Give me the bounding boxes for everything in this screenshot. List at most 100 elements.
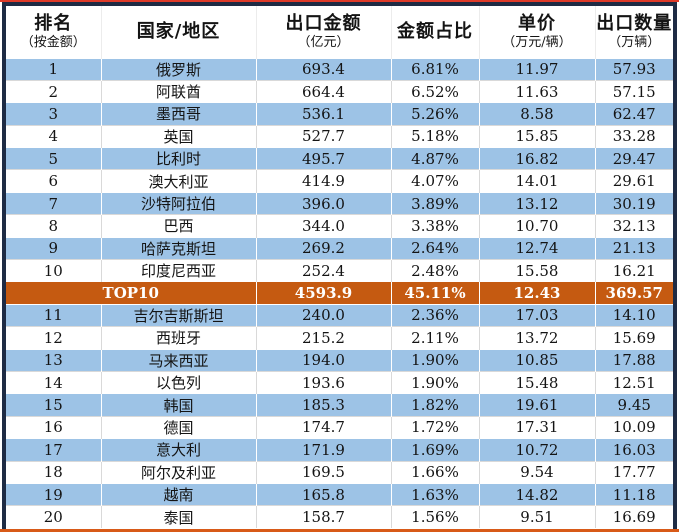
cell-country: 阿联酋	[101, 79, 257, 103]
cell-price: 10.70	[479, 214, 596, 238]
cell-price: 17.31	[479, 415, 596, 439]
column-header-amount: 出口金额 （亿元）	[256, 6, 392, 58]
cell-rank: 9	[6, 236, 102, 260]
cell-country: 西班牙	[101, 326, 257, 350]
cell-rank: TOP10	[6, 281, 257, 305]
cell-price: 11.63	[479, 79, 596, 103]
cell-amount: 527.7	[256, 124, 392, 148]
cell-share: 1.56%	[391, 505, 480, 529]
cell-qty: 29.61	[595, 169, 673, 193]
cell-price: 13.72	[479, 326, 596, 350]
cell-amount: 344.0	[256, 214, 392, 238]
column-header-share-label: 金额占比	[397, 20, 473, 42]
top-accent-line	[0, 0, 679, 2]
cell-qty: 62.47	[595, 102, 673, 126]
cell-share: 2.11%	[391, 326, 480, 350]
cell-price: 15.48	[479, 370, 596, 394]
cell-amount: 158.7	[256, 505, 392, 529]
cell-rank: 15	[6, 393, 102, 417]
cell-price: 17.03	[479, 303, 596, 327]
cell-price: 15.85	[479, 124, 596, 148]
table-row: 18 阿尔及利亚 169.5 1.66% 9.54 17.77	[6, 460, 673, 484]
cell-price: 11.97	[479, 57, 596, 81]
cell-share: 1.69%	[391, 438, 480, 462]
cell-qty: 21.13	[595, 236, 673, 260]
table-row: 6 澳大利亚 414.9 4.07% 14.01 29.61	[6, 169, 673, 193]
column-header-amount-label: 出口金额	[285, 12, 362, 34]
cell-share: 4.87%	[391, 147, 480, 170]
table-row: 11 吉尔吉斯斯坦 240.0 2.36% 17.03 14.10	[6, 303, 673, 327]
cell-country: 墨西哥	[101, 102, 257, 126]
table-row: 19 越南 165.8 1.63% 14.82 11.18	[6, 482, 673, 506]
cell-price: 13.12	[479, 191, 596, 215]
cell-amount: 664.4	[256, 79, 392, 103]
cell-share: 5.18%	[391, 124, 480, 148]
cell-amount: 495.7	[256, 147, 392, 170]
cell-share: 6.81%	[391, 57, 480, 81]
table-header: 排名 （按金额） 国家/地区 出口金额 （亿元） 金额占比	[6, 6, 673, 58]
cell-qty: 16.21	[595, 259, 673, 282]
cell-share: 2.36%	[391, 303, 480, 327]
cell-share: 2.64%	[391, 236, 480, 260]
cell-rank: 17	[6, 438, 102, 462]
cell-amount: 4593.9	[256, 281, 392, 305]
cell-amount: 693.4	[256, 57, 392, 81]
cell-amount: 169.5	[256, 460, 392, 484]
cell-share: 1.63%	[391, 482, 480, 506]
cell-country: 沙特阿拉伯	[101, 191, 257, 215]
cell-share: 1.90%	[391, 348, 480, 372]
cell-rank: 19	[6, 482, 102, 506]
cell-qty: 14.10	[595, 303, 673, 327]
cell-qty: 29.47	[595, 147, 673, 170]
cell-rank: 2	[6, 79, 102, 103]
cell-price: 14.82	[479, 482, 596, 506]
cell-country: 意大利	[101, 438, 257, 462]
table-row: 13 马来西亚 194.0 1.90% 10.85 17.88	[6, 348, 673, 372]
cell-qty: 57.15	[595, 79, 673, 103]
table-row: 5 比利时 495.7 4.87% 16.82 29.47	[6, 147, 673, 170]
cell-amount: 185.3	[256, 393, 392, 417]
table-row: 16 德国 174.7 1.72% 17.31 10.09	[6, 415, 673, 439]
cell-country: 巴西	[101, 214, 257, 238]
cell-qty: 11.18	[595, 482, 673, 506]
cell-rank: 4	[6, 124, 102, 148]
table-row: 20 泰国 158.7 1.56% 9.51 16.69	[6, 505, 673, 529]
cell-share: 1.90%	[391, 370, 480, 394]
cell-country: 比利时	[101, 147, 257, 170]
cell-share: 1.82%	[391, 393, 480, 417]
top10-summary-row: TOP10 4593.9 45.11% 12.43 369.57	[6, 281, 673, 305]
table-row: 9 哈萨克斯坦 269.2 2.64% 12.74 21.13	[6, 236, 673, 260]
table-body: 1 俄罗斯 693.4 6.81% 11.97 57.93 2 阿联酋 664.4 6.52% 11…	[6, 57, 673, 529]
cell-price: 10.85	[479, 348, 596, 372]
cell-rank: 13	[6, 348, 102, 372]
cell-amount: 240.0	[256, 303, 392, 327]
column-header-amount-sublabel: （亿元）	[297, 35, 350, 51]
table-row: 1 俄罗斯 693.4 6.81% 11.97 57.93	[6, 57, 673, 81]
cell-share: 45.11%	[391, 281, 480, 305]
column-header-share: 金额占比	[391, 6, 480, 58]
cell-qty: 16.69	[595, 505, 673, 529]
cell-rank: 7	[6, 191, 102, 215]
cell-amount: 252.4	[256, 259, 392, 282]
cell-country: 哈萨克斯坦	[101, 236, 257, 260]
cell-country: 俄罗斯	[101, 57, 257, 81]
column-header-rank: 排名 （按金额）	[6, 6, 102, 58]
cell-country: 英国	[101, 124, 257, 148]
cell-share: 1.66%	[391, 460, 480, 484]
cell-price: 9.54	[479, 460, 596, 484]
cell-price: 8.58	[479, 102, 596, 126]
cell-country: 吉尔吉斯斯坦	[101, 303, 257, 327]
cell-amount: 414.9	[256, 169, 392, 193]
cell-amount: 536.1	[256, 102, 392, 126]
column-header-qty-label: 出口数量	[596, 12, 673, 34]
table-row: 3 墨西哥 536.1 5.26% 8.58 62.47	[6, 102, 673, 126]
column-header-price-sublabel: （万元/辆）	[502, 35, 572, 51]
cell-qty: 369.57	[595, 281, 673, 305]
cell-amount: 215.2	[256, 326, 392, 350]
cell-qty: 9.45	[595, 393, 673, 417]
table-row: 15 韩国 185.3 1.82% 19.61 9.45	[6, 393, 673, 417]
cell-price: 15.58	[479, 259, 596, 282]
cell-share: 6.52%	[391, 79, 480, 103]
